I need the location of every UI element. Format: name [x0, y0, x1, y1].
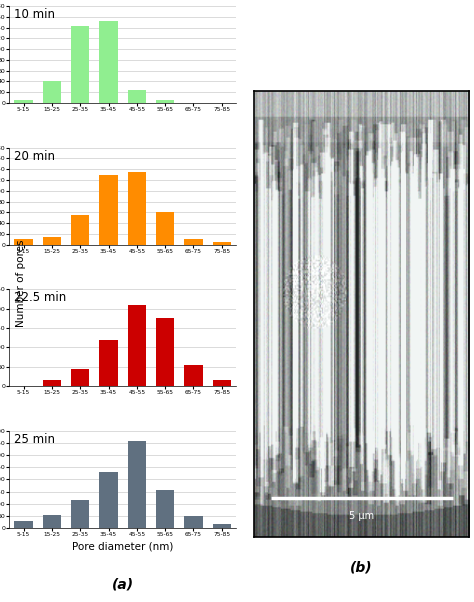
Bar	[43, 515, 61, 528]
Bar	[71, 26, 90, 103]
Bar	[14, 239, 33, 244]
Bar	[184, 365, 203, 386]
Bar	[14, 101, 33, 103]
Bar	[43, 380, 61, 386]
Bar	[184, 516, 203, 528]
Bar	[156, 101, 174, 103]
Bar	[71, 500, 90, 528]
Bar	[100, 472, 118, 528]
Bar	[71, 215, 90, 244]
Bar	[100, 175, 118, 244]
Bar	[43, 81, 61, 103]
Bar	[212, 380, 231, 386]
Bar	[156, 318, 174, 386]
Bar	[128, 172, 146, 244]
Bar	[100, 340, 118, 386]
Bar	[156, 490, 174, 528]
Text: 25 min: 25 min	[14, 433, 55, 446]
Text: Number of pores: Number of pores	[16, 239, 27, 327]
Text: (b): (b)	[350, 560, 373, 574]
Text: 5 μm: 5 μm	[349, 511, 374, 521]
Bar	[184, 239, 203, 244]
Text: 20 min: 20 min	[14, 149, 55, 163]
Bar	[156, 213, 174, 244]
Bar	[212, 524, 231, 528]
Text: 22.5 min: 22.5 min	[14, 291, 66, 304]
Bar	[100, 21, 118, 103]
X-axis label: Pore diameter (nm): Pore diameter (nm)	[72, 541, 173, 551]
Bar	[212, 242, 231, 244]
Bar	[128, 305, 146, 386]
Bar	[71, 369, 90, 386]
Bar	[128, 90, 146, 103]
Bar	[128, 441, 146, 528]
Text: (a): (a)	[112, 578, 134, 592]
Bar	[14, 521, 33, 528]
Text: 10 min: 10 min	[14, 8, 55, 21]
Bar	[43, 237, 61, 244]
